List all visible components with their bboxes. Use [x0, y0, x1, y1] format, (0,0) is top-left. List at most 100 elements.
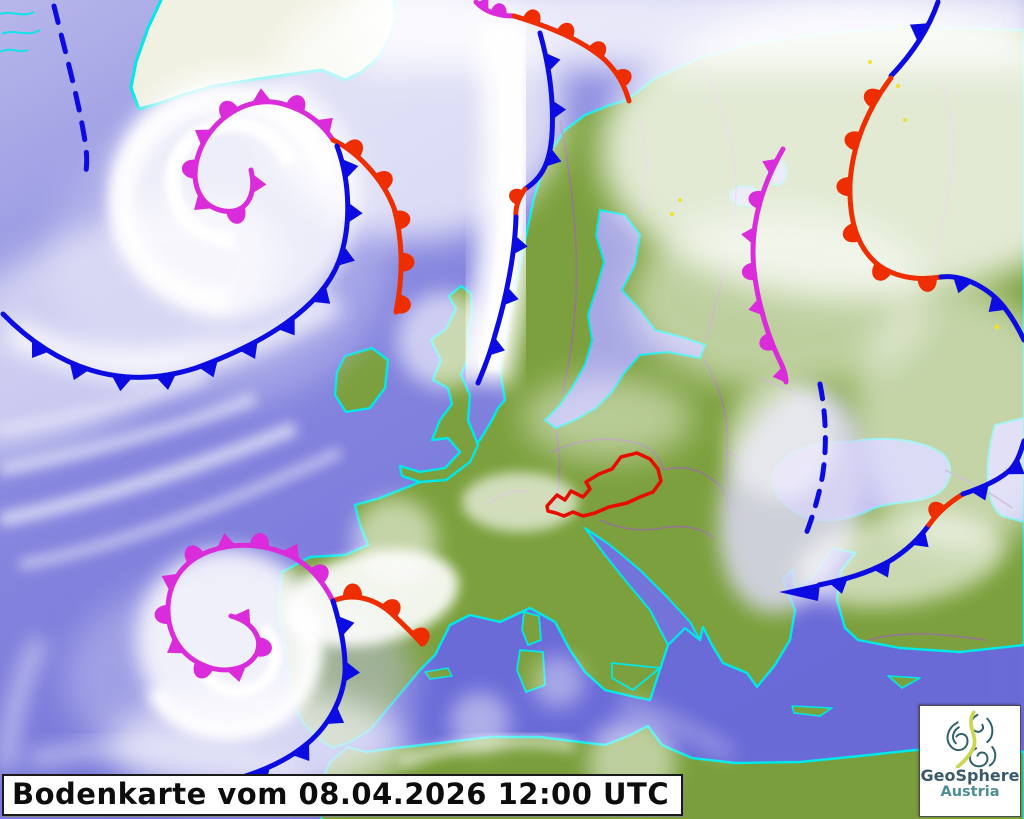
cyprus — [887, 675, 921, 689]
front-pip — [282, 543, 300, 561]
warm-front-iceland — [330, 137, 404, 315]
front-pip — [917, 277, 937, 292]
sicily — [611, 662, 661, 691]
front-pip — [615, 69, 632, 87]
map-title-text: Bodenkarte vom 08.04.2026 12:00 UTC — [12, 777, 670, 811]
front-pip — [155, 373, 177, 390]
cold-front-anatolia-west — [816, 522, 932, 588]
front-pip — [111, 375, 133, 392]
sea-ice-edge — [0, 11, 41, 53]
front-pip — [181, 159, 197, 179]
front-pip — [545, 148, 562, 167]
front-pip — [971, 484, 989, 501]
front-pip — [503, 286, 519, 306]
front-pip — [509, 188, 524, 205]
balearic-islands — [424, 667, 453, 680]
occluded-front-greenland-spiral — [192, 99, 336, 214]
austria-outline — [545, 451, 663, 518]
front-pip — [842, 222, 860, 243]
front-pip — [588, 41, 607, 58]
geosphere-logo-box: GeoSphere Austria — [919, 705, 1021, 817]
front-pip — [239, 340, 258, 359]
front-pip — [863, 88, 882, 108]
front-pip — [31, 339, 50, 358]
logo-name-text: GeoSphere — [920, 766, 1020, 785]
front-pip — [873, 560, 891, 578]
front-pip — [381, 599, 401, 618]
warm-front-finnmark — [511, 13, 632, 104]
ireland — [333, 346, 390, 414]
front-pip — [374, 171, 393, 191]
front-pip — [226, 208, 246, 224]
trough-black-sea — [803, 381, 828, 537]
front-pip — [552, 100, 567, 120]
front-pip — [252, 174, 267, 194]
front-pip — [344, 661, 360, 683]
front-pip — [395, 294, 411, 314]
front-pip — [167, 637, 184, 654]
front-pip — [219, 100, 239, 119]
cold-front-north-sea — [475, 214, 519, 386]
front-pip — [227, 666, 246, 683]
front-pip — [772, 365, 787, 384]
front-pip — [909, 23, 930, 43]
map-title-bar: Bodenkarte vom 08.04.2026 12:00 UTC — [2, 774, 684, 816]
front-pip — [286, 95, 306, 112]
front-pip — [337, 246, 355, 266]
front-pip — [988, 294, 1007, 313]
front-pip — [194, 129, 212, 146]
front-pip — [475, 0, 489, 12]
front-pip — [741, 226, 755, 245]
front-layer — [0, 0, 1024, 785]
front-pip — [316, 117, 333, 135]
front-pip — [216, 533, 236, 549]
front-pip — [252, 88, 272, 103]
front-pip — [490, 3, 507, 16]
front-pip — [194, 193, 211, 210]
front-pip — [1007, 458, 1024, 475]
front-pip — [836, 177, 851, 197]
front-pip — [759, 332, 775, 351]
speckles — [670, 60, 1000, 330]
front-pip — [748, 190, 764, 209]
front-pip — [249, 532, 269, 548]
geosphere-swirl-icon — [946, 710, 997, 768]
front-pip — [844, 131, 861, 151]
warm-front-nw-russia — [847, 75, 944, 281]
front-pip — [522, 9, 541, 25]
front-pip — [872, 263, 892, 281]
front-pip — [488, 337, 505, 356]
front-pip — [395, 210, 411, 230]
front-pip — [411, 627, 430, 647]
front-pip — [69, 362, 90, 381]
front-pip — [952, 275, 973, 294]
front-pip — [310, 564, 329, 584]
front-pip — [256, 637, 272, 657]
adriatic-sea — [584, 527, 701, 646]
front-pip — [154, 604, 169, 625]
front-pip — [748, 298, 763, 316]
warm-segment-anatolia — [926, 491, 966, 528]
front-pip — [277, 317, 295, 336]
front-pip — [312, 286, 331, 304]
cold-front-caucasus — [960, 438, 1024, 497]
front-pip — [193, 661, 213, 679]
front-pip — [344, 139, 364, 158]
front-pip — [512, 235, 528, 255]
front-pip — [829, 578, 848, 594]
front-pip — [341, 158, 359, 180]
front-pip — [233, 608, 251, 626]
corsica — [521, 611, 542, 646]
front-pip — [545, 52, 561, 72]
front-pip — [556, 22, 575, 39]
front-pip — [741, 262, 756, 281]
front-pip — [161, 573, 179, 591]
front-pip — [911, 530, 929, 548]
logo-country-text: Austria — [940, 783, 1000, 800]
cold-front-norway-upper — [522, 30, 555, 192]
front-pip — [198, 359, 218, 378]
front-pip — [337, 615, 355, 637]
front-pip — [928, 501, 946, 519]
